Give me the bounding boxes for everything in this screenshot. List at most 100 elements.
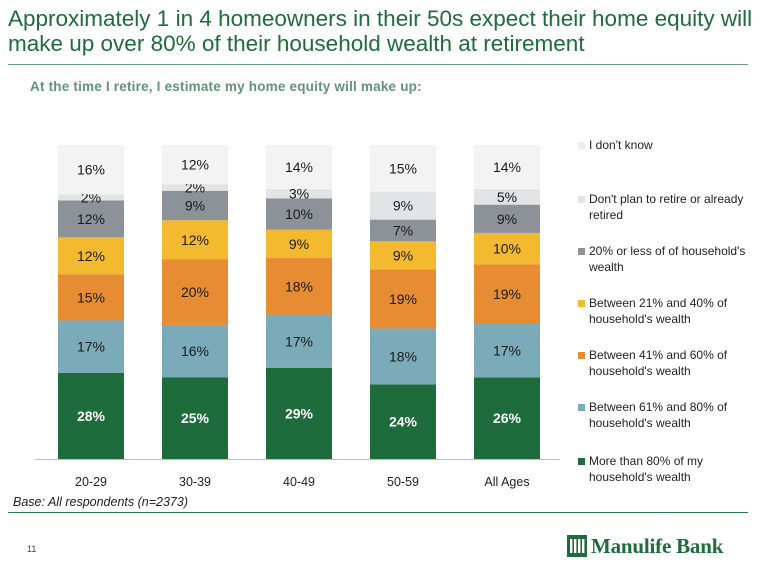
data-label: 10%: [285, 206, 313, 222]
legend-label: Don't plan to retire or already retired: [589, 192, 744, 222]
legend-swatch: [578, 352, 585, 359]
data-label: 12%: [77, 248, 105, 264]
bar-segment: [58, 200, 124, 238]
legend-swatch: [578, 300, 585, 307]
legend-label: Between 41% and 60% of household's wealt…: [589, 348, 728, 378]
legend-swatch: [578, 248, 585, 255]
bar-segment: [58, 145, 124, 195]
brand-logo: Manulife Bank: [567, 533, 723, 559]
data-label: 24%: [389, 414, 418, 430]
bar-segment: [266, 229, 332, 259]
footer-divider: [8, 512, 748, 513]
bar-segment: [266, 258, 332, 315]
data-label: 15%: [77, 289, 105, 305]
data-label: 9%: [289, 236, 309, 252]
data-label: 9%: [393, 247, 413, 263]
data-label: 17%: [493, 343, 521, 359]
x-tick-label: 30-39: [179, 475, 211, 489]
data-label: 16%: [77, 162, 105, 178]
data-label: 14%: [285, 159, 313, 175]
data-label: 7%: [393, 222, 413, 238]
page-number: 11: [27, 544, 37, 554]
legend-swatch: [578, 404, 585, 411]
bar-segment: [474, 188, 540, 205]
legend-item: 20% or less of of household's wealth: [578, 244, 758, 275]
data-label: 18%: [389, 348, 417, 364]
title-divider: [8, 64, 748, 65]
bar-segment: [266, 314, 332, 368]
data-label: 18%: [285, 278, 313, 294]
data-label: 17%: [77, 339, 105, 355]
bar-segment: [370, 191, 436, 220]
data-label: 17%: [285, 333, 313, 349]
legend-swatch: [578, 196, 585, 203]
bar-segment: [162, 377, 228, 459]
data-label: 26%: [493, 410, 522, 426]
legend-item: Between 41% and 60% of household's wealt…: [578, 348, 758, 379]
bar-segment: [58, 320, 124, 373]
bar-segment: [58, 274, 124, 321]
x-tick-label: All Ages: [484, 475, 529, 489]
legend-swatch: [578, 458, 585, 465]
bar-segment: [370, 145, 436, 192]
bar-segment: [58, 194, 124, 201]
data-label: 10%: [493, 241, 521, 257]
bar-segment: [162, 145, 228, 185]
data-label: 3%: [289, 186, 309, 202]
chart-title: Approximately 1 in 4 homeowners in their…: [8, 6, 753, 56]
data-label: 25%: [181, 410, 210, 426]
data-label: 19%: [389, 291, 417, 307]
bar-segment: [370, 219, 436, 242]
bar-segment: [370, 269, 436, 329]
bar-segment: [474, 264, 540, 324]
bar-segment: [58, 372, 124, 459]
bar-segment: [370, 328, 436, 385]
legend-item: I don't know: [578, 138, 758, 154]
bar-segment: [474, 204, 540, 233]
bar-segment: [474, 232, 540, 265]
bar-segment: [162, 220, 228, 260]
bar-segment: [266, 367, 332, 459]
legend-label: I don't know: [589, 138, 653, 152]
chart-subtitle: At the time I retire, I estimate my home…: [30, 79, 422, 94]
base-note: Base: All respondents (n=2373): [13, 495, 188, 509]
data-label: 9%: [185, 198, 205, 214]
data-label: 20%: [181, 284, 209, 300]
bar-segment: [58, 237, 124, 275]
bar-segment: [474, 145, 540, 189]
legend-item: More than 80% of my household's wealth: [578, 454, 758, 485]
bar-segment: [370, 384, 436, 459]
bar-segment: [474, 377, 540, 459]
data-label: 12%: [181, 157, 209, 173]
bar-segment: [162, 190, 228, 221]
manulife-logo-mark-icon: [567, 535, 587, 557]
brand-name: Manulife Bank: [591, 533, 724, 558]
legend-label: 20% or less of of household's wealth: [589, 244, 746, 274]
data-label: 28%: [77, 408, 106, 424]
legend-item: Between 21% and 40% of household's wealt…: [578, 296, 758, 327]
data-label: 19%: [493, 286, 521, 302]
legend-swatch: [578, 142, 585, 149]
data-label: 29%: [285, 405, 314, 421]
legend-label: Between 21% and 40% of household's wealt…: [589, 296, 728, 326]
data-label: 14%: [493, 159, 521, 175]
bar-segment: [162, 184, 228, 191]
x-tick-label: 40-49: [283, 475, 315, 489]
data-label: 15%: [389, 160, 417, 176]
bar-segment: [266, 145, 332, 189]
x-tick-label: 50-59: [387, 475, 419, 489]
bar-segment: [266, 198, 332, 230]
bar-segment: [474, 323, 540, 378]
data-label: 9%: [393, 198, 413, 214]
data-label: 16%: [181, 343, 209, 359]
data-label: 5%: [497, 189, 517, 205]
data-label: 12%: [77, 211, 105, 227]
data-label: 9%: [497, 211, 517, 227]
x-tick-label: 20-29: [75, 475, 107, 489]
bar-segment: [162, 324, 228, 378]
data-label: 12%: [181, 232, 209, 248]
bar-segment: [370, 241, 436, 270]
legend-label: Between 61% and 80% of household's wealt…: [589, 400, 728, 430]
legend-item: Between 61% and 80% of household's wealt…: [578, 400, 758, 431]
